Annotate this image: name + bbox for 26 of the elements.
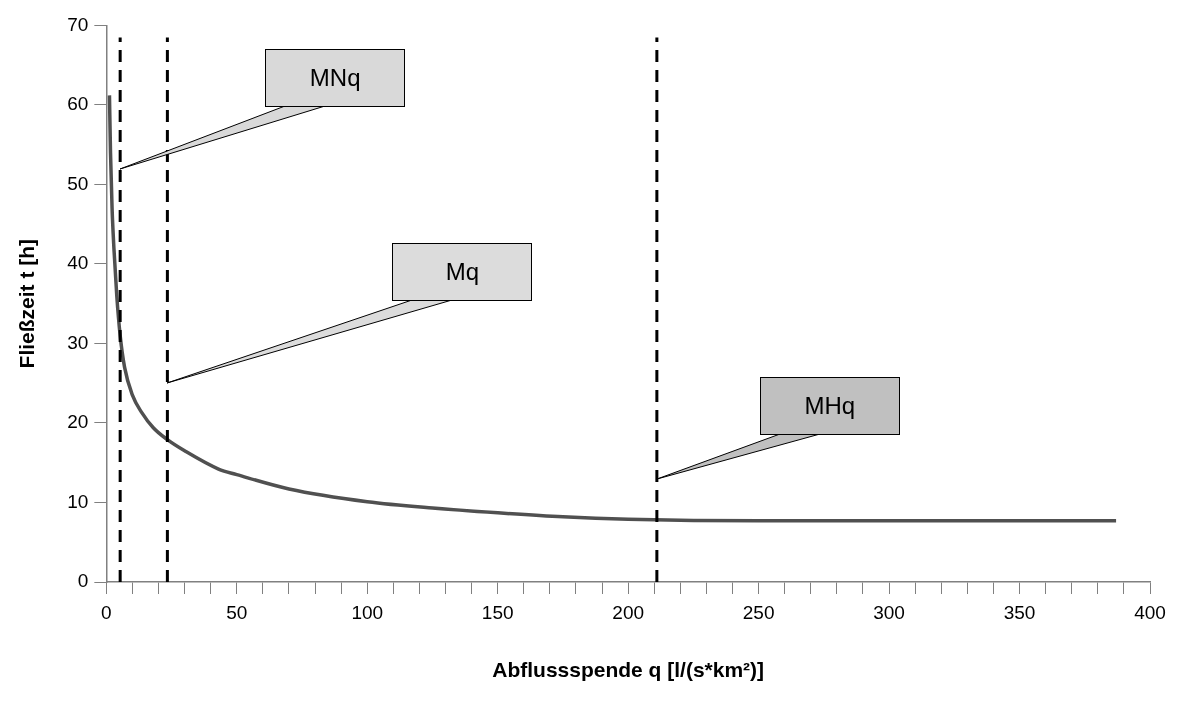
x-tick-label: 200	[612, 601, 645, 623]
y-tick-label: 20	[67, 411, 89, 433]
annotation: MHq	[804, 391, 856, 420]
x-tick-label: 400	[1134, 601, 1166, 623]
x-tick-label: 50	[226, 601, 248, 623]
y-tick-label: 30	[67, 331, 89, 353]
callout-box: MHq	[759, 376, 900, 435]
x-tick-label: 350	[1003, 601, 1036, 623]
x-tick-label: 0	[101, 601, 112, 623]
x-tick-label: 150	[481, 601, 514, 623]
x-tick-label: 300	[873, 601, 905, 623]
y-tick-label: 10	[67, 490, 89, 512]
y-tick-label: 60	[67, 93, 89, 115]
callout-box: Mq	[392, 243, 533, 302]
line-series	[107, 93, 1118, 523]
y-tick-label: 0	[77, 570, 89, 592]
x-tick-label: 250	[742, 601, 775, 623]
annotation: Mq	[445, 258, 480, 287]
x-tick-label: 100	[351, 601, 384, 623]
y-axis-title: Fließzeit t [h]	[15, 238, 39, 369]
callout-box: MNq	[265, 48, 406, 107]
y-tick-label: 40	[67, 252, 89, 274]
y-tick-label: 50	[67, 172, 89, 194]
y-tick-label: 70	[67, 13, 89, 35]
x-axis-title: Abflussspende q [l/(s*km²)]	[492, 658, 765, 682]
annotation: MNq	[309, 63, 361, 92]
